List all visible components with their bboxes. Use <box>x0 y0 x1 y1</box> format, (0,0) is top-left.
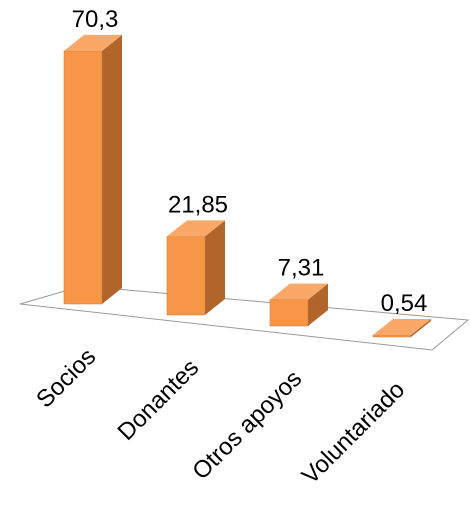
category-label-otros-apoyos: Otros apoyos <box>187 365 307 485</box>
value-label-otros-apoyos: 7,31 <box>278 255 325 282</box>
bar-front-otros-apoyos <box>269 299 309 327</box>
bar-socios <box>63 34 122 305</box>
bar-donantes <box>166 220 225 316</box>
category-label-socios: Socios <box>31 343 101 413</box>
bar-otros-apoyos <box>269 283 328 327</box>
bar-side-otros-apoyos <box>308 283 328 326</box>
bar-top-socios <box>64 34 122 51</box>
bar-side-voluntariado <box>411 319 431 337</box>
bar-voluntariado <box>372 319 431 338</box>
bar-top-donantes <box>167 220 225 237</box>
chart-floor <box>19 285 470 351</box>
bar-front-socios <box>63 50 103 305</box>
value-labels-layer: 70,3 21,85 7,31 0,54 <box>72 6 428 317</box>
bars-layer <box>63 34 431 338</box>
bar-top-voluntariado <box>373 319 431 335</box>
bar-front-voluntariado <box>372 334 412 338</box>
value-label-socios: 70,3 <box>72 6 119 33</box>
value-label-donantes: 21,85 <box>168 191 228 218</box>
value-label-voluntariado: 0,54 <box>381 290 428 317</box>
category-label-voluntariado: Voluntariado <box>297 376 410 489</box>
category-label-donantes: Donantes <box>112 354 204 446</box>
bar-top-otros-apoyos <box>270 283 328 300</box>
bar-side-donantes <box>205 220 225 315</box>
bar-front-donantes <box>166 236 206 316</box>
bar-side-socios <box>102 34 122 305</box>
